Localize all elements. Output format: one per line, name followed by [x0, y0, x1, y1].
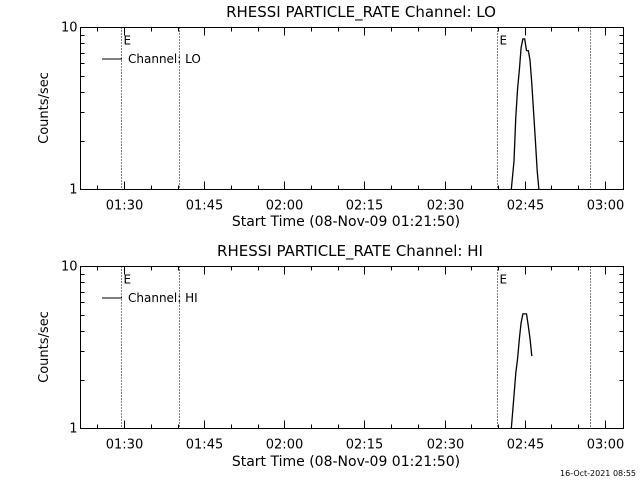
x-tick-label: 02:00: [266, 199, 303, 214]
panel-lo-series-layer: [510, 38, 540, 190]
x-tick-label: 01:45: [186, 438, 223, 453]
x-tick-label: 01:30: [106, 199, 143, 214]
x-tick-label: 02:45: [507, 438, 544, 453]
vline-marker-label: E: [500, 273, 508, 287]
y-tick-label: 10: [61, 21, 78, 36]
x-tick-label: 02:15: [346, 438, 383, 453]
panel-hi-title: RHESSI PARTICLE_RATE Channel: HI: [217, 242, 483, 261]
x-tick-label: 01:45: [186, 199, 223, 214]
x-tick-label: 02:00: [266, 438, 303, 453]
x-tick-label: 02:30: [427, 199, 464, 214]
x-tick-label: 02:45: [507, 199, 544, 214]
panel-hi-plot-frame: [80, 266, 624, 429]
series-line: [510, 38, 540, 190]
vline-marker-label: E: [124, 34, 132, 48]
y-tick-label: 1: [69, 183, 77, 198]
x-tick-label: 02:30: [427, 438, 464, 453]
panel-lo-title: RHESSI PARTICLE_RATE Channel: LO: [226, 3, 496, 22]
panel-lo-legend: Channel: LO: [102, 52, 201, 66]
panel-lo-tick-layer: 01:30 01:45 02:00 02:15 02:30 02:45 03:00 1 10: [61, 21, 624, 214]
panel-lo-y-axis-label: Counts/sec: [37, 72, 52, 144]
x-tick-label: 01:30: [106, 438, 143, 453]
panel-hi-legend: Channel: HI: [102, 291, 198, 305]
vline-marker-label: E: [124, 273, 132, 287]
y-tick-label: 10: [61, 260, 78, 275]
x-tick-label: 03:00: [587, 438, 624, 453]
footer-timestamp: 16-Oct-2021 08:55: [560, 469, 636, 478]
panel-lo-x-axis-label: Start Time (08-Nov-09 01:21:50): [232, 214, 460, 230]
panel-hi-tick-layer: 01:30 01:45 02:00 02:15 02:30 02:45 03:00 1 10: [61, 260, 624, 453]
x-tick-label: 03:00: [587, 199, 624, 214]
x-tick-label: 02:15: [346, 199, 383, 214]
panel-lo-plot-frame: [80, 27, 624, 190]
legend-label-hi: Channel: HI: [128, 291, 198, 305]
series-line: [510, 313, 533, 429]
y-tick-label: 1: [69, 422, 77, 437]
panel-hi-y-axis-label: Counts/sec: [37, 311, 52, 383]
vline-marker-label: E: [500, 34, 508, 48]
panel-hi-series-layer: [510, 313, 533, 429]
legend-label-lo: Channel: LO: [128, 52, 201, 66]
panel-hi-x-axis-label: Start Time (08-Nov-09 01:21:50): [232, 454, 460, 470]
